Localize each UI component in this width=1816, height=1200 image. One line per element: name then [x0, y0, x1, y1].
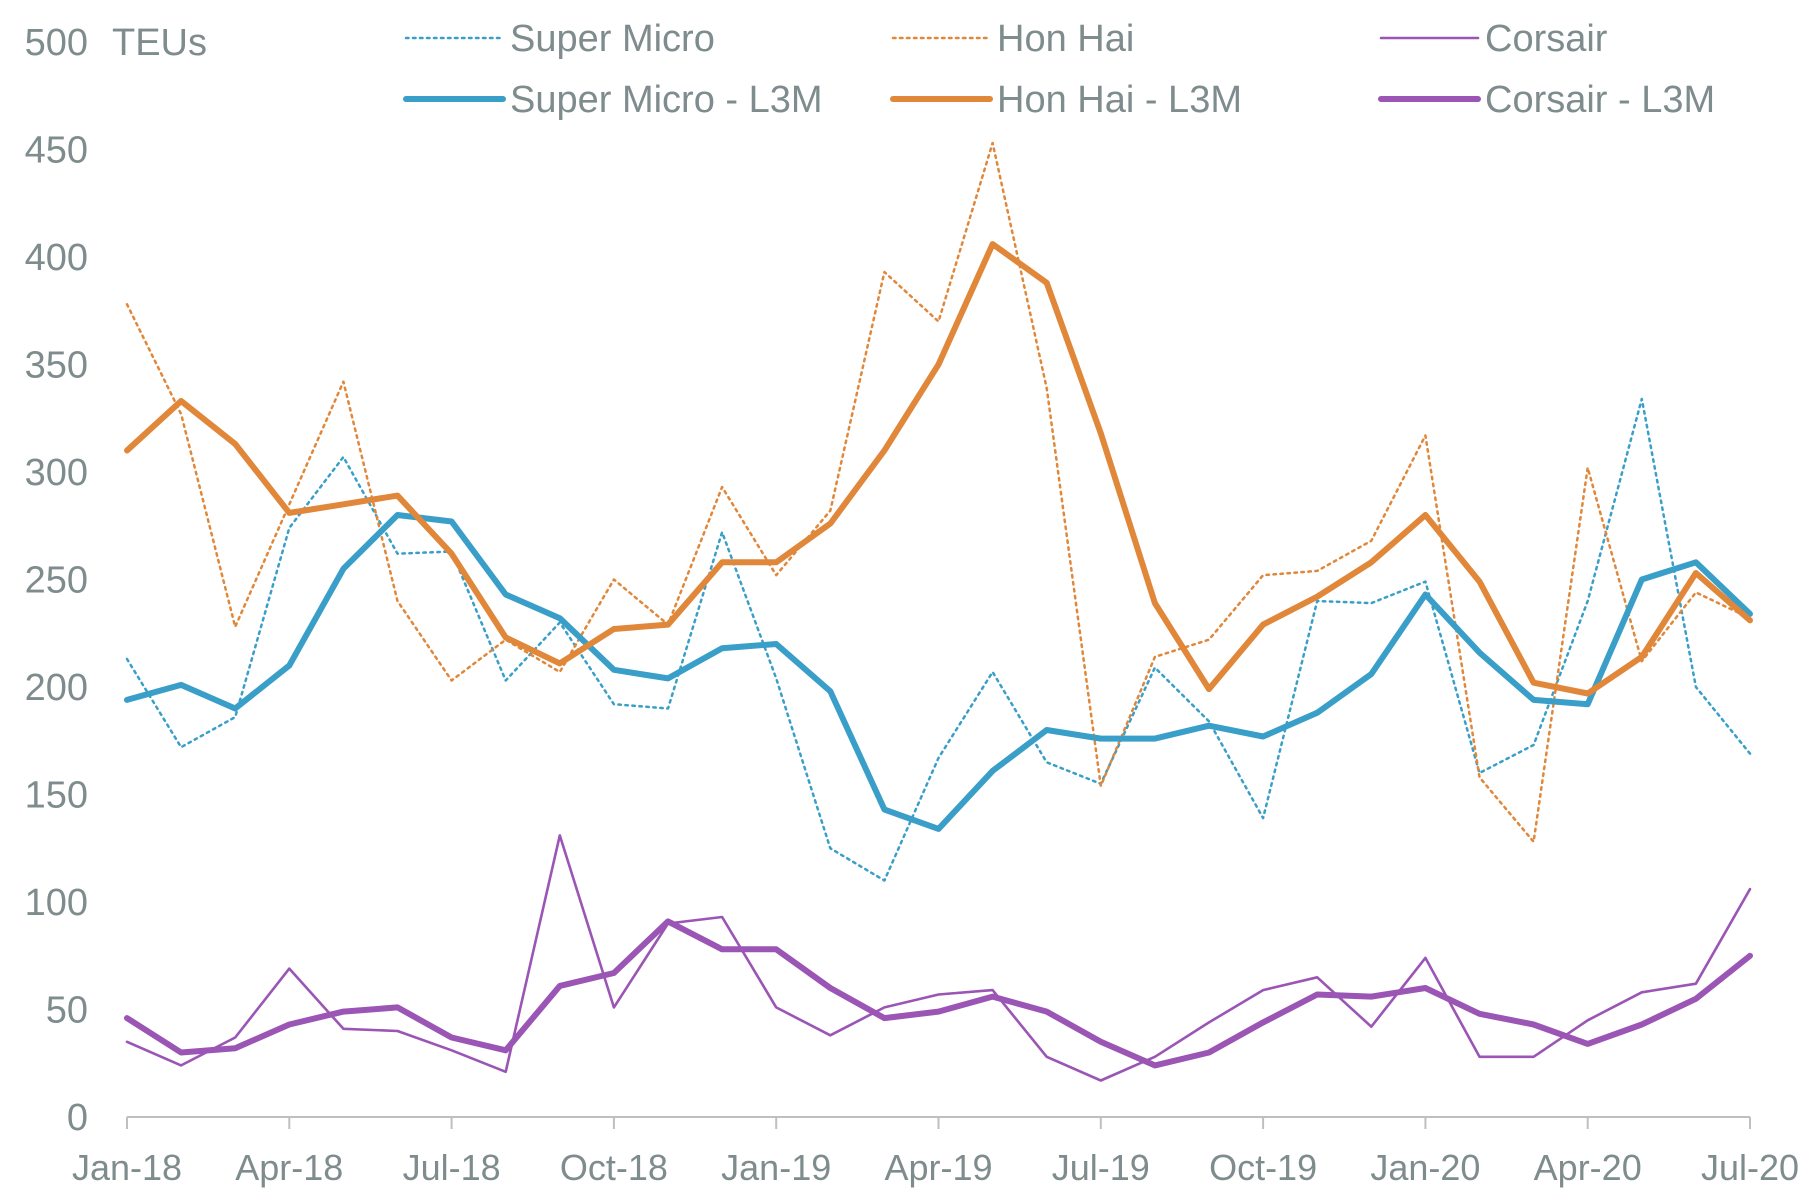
series-line-super-micro-l3m	[124, 512, 1753, 832]
y-tick-label: 300	[25, 452, 88, 494]
legend-item-super-micro: Super Micro	[404, 18, 715, 60]
series-layer	[124, 141, 1753, 1082]
x-tick-label: Jul-19	[1052, 1147, 1150, 1188]
legend-label: Hon Hai	[997, 18, 1134, 60]
x-tick-label: Jan-19	[721, 1147, 831, 1188]
legend-label: Corsair - L3M	[1485, 79, 1715, 121]
legend: Super Micro Hon Hai Corsair Super Micro - L…	[403, 18, 1715, 121]
x-tick-label: Apr-20	[1534, 1147, 1642, 1188]
legend-label: Super Micro - L3M	[510, 79, 823, 121]
y-tick-label: 150	[25, 775, 88, 817]
legend-item-super-micro-l3m: Super Micro - L3M	[403, 79, 823, 121]
x-tick-label: Oct-19	[1209, 1147, 1317, 1188]
x-tick-label: Jan-20	[1370, 1147, 1480, 1188]
x-tick-label: Jul-18	[403, 1147, 501, 1188]
x-tick-label: Apr-18	[235, 1147, 343, 1188]
y-tick-label: 250	[25, 560, 88, 602]
x-axis-ticks: Jan-18 Apr-18 Jul-18 Oct-18 Jan-19 Apr-19 Jul-…	[72, 1147, 1799, 1188]
legend-label: Corsair	[1485, 18, 1608, 60]
legend-label: Hon Hai - L3M	[997, 79, 1242, 121]
legend-item-hon-hai-l3m: Hon Hai - L3M	[890, 79, 1242, 121]
legend-item-hon-hai: Hon Hai	[891, 18, 1134, 60]
y-tick-label: 500	[25, 22, 88, 64]
y-tick-label: 400	[25, 237, 88, 279]
x-tick-label: Jan-18	[72, 1147, 182, 1188]
legend-item-corsair: Corsair	[1379, 18, 1608, 60]
y-axis-unit-label: TEUs	[112, 22, 207, 64]
axes	[126, 1116, 1751, 1129]
y-tick-label: 450	[25, 130, 88, 172]
series-line-super-micro	[125, 397, 1752, 882]
y-tick-label: 100	[25, 882, 88, 924]
x-tick-label: Jul-20	[1701, 1147, 1799, 1188]
series-line-hon-hai	[125, 141, 1752, 844]
y-tick-label: 350	[25, 345, 88, 387]
x-tick-label: Oct-18	[560, 1147, 668, 1188]
x-tick-label: Apr-19	[884, 1147, 992, 1188]
series-line-hon-hai-l3m	[124, 241, 1753, 697]
legend-label: Super Micro	[510, 18, 715, 60]
series-line-corsair	[125, 834, 1752, 1082]
y-tick-label: 200	[25, 667, 88, 709]
series-line-corsair-l3m	[124, 918, 1753, 1069]
y-axis-ticks: 0 50 100 150 200 250 300 350 400 450 500	[25, 22, 88, 1139]
y-tick-label: 0	[67, 1097, 88, 1139]
y-tick-label: 50	[46, 990, 88, 1032]
legend-item-corsair-l3m: Corsair - L3M	[1378, 79, 1715, 121]
